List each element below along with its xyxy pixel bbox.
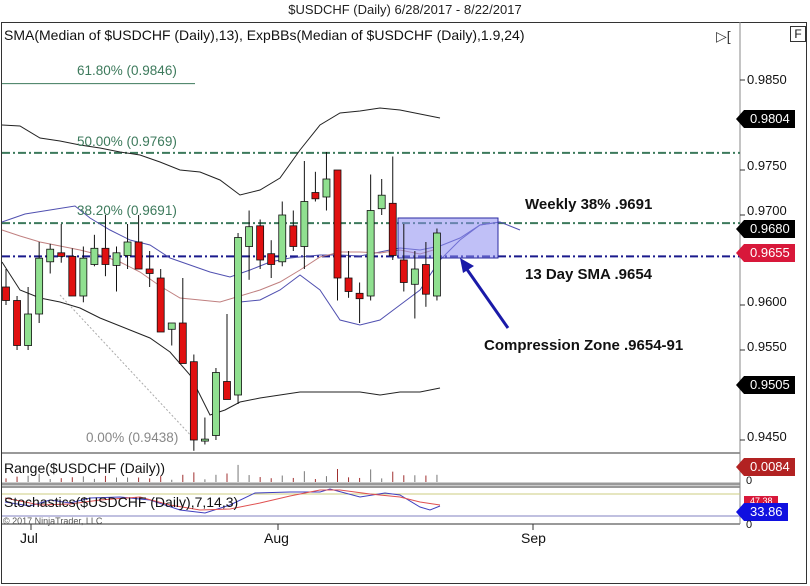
price-axis-label: 0.9550 xyxy=(747,339,787,354)
scroll-to-end-button[interactable]: ▷[ xyxy=(716,28,731,44)
upper-band-price-tag: 0.9804 xyxy=(736,110,795,128)
stoch-d-value-tag: 47.38 xyxy=(744,496,778,506)
price-axis-ticks xyxy=(740,79,745,441)
x-axis-label-jul: Jul xyxy=(20,530,38,546)
x-axis-label-aug: Aug xyxy=(264,530,289,546)
price-axis-label: 0.9450 xyxy=(747,429,787,444)
stochastics-lines xyxy=(4,488,441,514)
range-value-tag: 0.0084 xyxy=(736,458,795,476)
fib-label-618: 61.80% (0.9846) xyxy=(77,63,177,78)
chart-frame xyxy=(1,22,807,584)
price-axis-label: 0.9850 xyxy=(747,72,787,87)
f-button[interactable]: F xyxy=(790,26,806,42)
stochastics-panel-label: Stochastics($USDCHF (Daily),7,14,3) xyxy=(4,494,239,510)
fib-label-382: 38.20% (0.9691) xyxy=(77,203,177,218)
lower-band-price-tag: 0.9505 xyxy=(736,376,795,394)
compression-zone-box xyxy=(397,217,499,259)
price-axis-label: 0.9750 xyxy=(747,158,787,173)
price-axis-label: 0.9600 xyxy=(747,294,787,309)
range-histogram xyxy=(5,464,438,482)
sma-price-tag: 0.9655 xyxy=(736,244,795,262)
x-axis-label-sep: Sep xyxy=(521,530,546,546)
annotation-13-day-sma: 13 Day SMA .9654 xyxy=(525,266,653,283)
candlesticks xyxy=(2,152,441,451)
main-indicator-label: SMA(Median of $USDCHF (Daily),13), ExpBB… xyxy=(4,27,525,43)
fib-label-500: 50.00% (0.9769) xyxy=(77,134,177,149)
stoch-axis-zero: 0 xyxy=(746,519,753,531)
stoch-k-value-tag: 33.86 xyxy=(736,503,788,521)
annotation-compression-zone: Compression Zone .9654-91 xyxy=(484,337,684,354)
range-axis-zero: 0 xyxy=(746,475,753,487)
last-price-tag: 0.9680 xyxy=(736,220,795,238)
copyright-text: © 2017 NinjaTrader, LLC xyxy=(3,516,103,526)
fib-label-0: 0.00% (0.9438) xyxy=(86,430,179,445)
chart-title: $USDCHF (Daily) 6/28/2017 - 8/22/2017 xyxy=(288,2,522,17)
annotation-arrow xyxy=(464,267,510,329)
price-axis-label: 0.9700 xyxy=(747,203,787,218)
arrow-head-icon xyxy=(460,258,474,273)
range-panel-label: Range($USDCHF (Daily)) xyxy=(4,460,166,476)
annotation-weekly-38: Weekly 38% .9691 xyxy=(525,196,653,213)
